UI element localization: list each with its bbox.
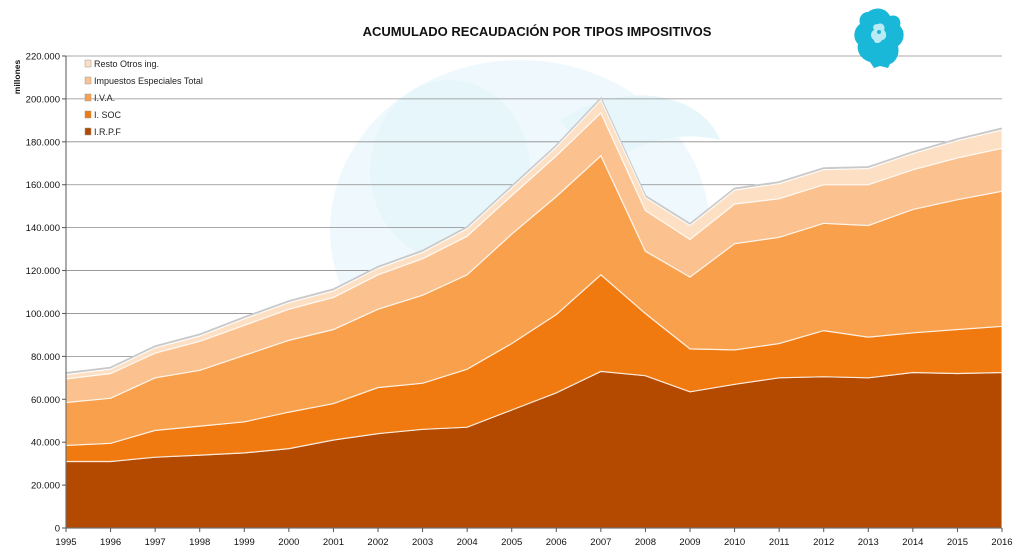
x-tick-label: 1997 [145, 537, 166, 548]
x-tick-label: 1998 [189, 537, 210, 548]
x-tick-label: 2014 [902, 537, 923, 548]
y-tick-label: 120.000 [26, 266, 60, 277]
area-shadow [65, 96, 1003, 375]
legend-item: Resto Otros ing. [84, 59, 159, 69]
legend-item: I.R.P.F [84, 127, 121, 137]
y-tick-label: 180.000 [26, 137, 60, 148]
x-tick-label: 2004 [457, 537, 478, 548]
x-tick-label: 1996 [100, 537, 121, 548]
y-tick-label: 60.000 [31, 395, 60, 406]
legend-swatch [84, 110, 92, 119]
chart-title: ACUMULADO RECAUDACIÓN POR TIPOS IMPOSITI… [363, 24, 712, 39]
axes [62, 55, 1003, 532]
legend-label: I.R.P.F [94, 127, 121, 137]
legend-label: I.V.A. [94, 93, 115, 103]
x-tick-label: 2002 [367, 537, 388, 548]
griffin-logo [854, 8, 904, 68]
legend-swatch [84, 93, 92, 102]
y-tick-label: 220.000 [26, 52, 60, 63]
x-tick-label: 2015 [947, 537, 968, 548]
x-tick-label: 2009 [679, 537, 700, 548]
series-areas [65, 96, 1003, 529]
x-tick-label: 2005 [501, 537, 522, 548]
x-tick-label: 1995 [55, 537, 76, 548]
legend-item: I.V.A. [84, 93, 115, 103]
x-tick-label: 2013 [858, 537, 879, 548]
legend-swatch [84, 59, 92, 68]
legend-swatch [84, 127, 92, 136]
legend-item: Impuestos Especiales Total [84, 76, 203, 86]
legend-item: I. SOC [84, 110, 122, 120]
x-tick-label: 2010 [724, 537, 745, 548]
legend-label: Resto Otros ing. [94, 59, 159, 69]
x-tick-labels: 1995 1996 1997 1998 1999 2000 2001 2002 2003 2004… [55, 537, 1012, 548]
legend-label: I. SOC [94, 110, 122, 120]
x-tick-label: 2016 [991, 537, 1012, 548]
x-tick-label: 2001 [323, 537, 344, 548]
y-tick-label: 20.000 [31, 481, 60, 492]
y-tick-label: 140.000 [26, 223, 60, 234]
x-tick-label: 2011 [769, 537, 789, 548]
y-tick-label: 160.000 [26, 180, 60, 191]
x-tick-label: 2000 [278, 537, 299, 548]
legend-swatch [84, 76, 92, 85]
y-tick-label: 100.000 [26, 309, 60, 320]
y-axis-label: millones [12, 59, 22, 94]
area-series-4 [65, 98, 1003, 380]
x-tick-label: 2012 [813, 537, 834, 548]
area-top-edge [65, 96, 1003, 375]
y-tick-label: 200.000 [26, 94, 60, 105]
y-tick-label: 40.000 [31, 438, 60, 449]
y-tick-label: 80.000 [31, 352, 60, 363]
y-tick-label: 0 [55, 524, 60, 535]
x-tick-label: 1999 [234, 537, 255, 548]
legend-label: Impuestos Especiales Total [94, 76, 203, 86]
x-tick-label: 2003 [412, 537, 433, 548]
x-tick-label: 2006 [546, 537, 567, 548]
x-tick-label: 2007 [590, 537, 611, 548]
x-tick-label: 2008 [635, 537, 656, 548]
y-tick-labels: 0 20.000 40.000 60.000 80.000 100.000 120.000 1… [26, 52, 60, 535]
legend: Resto Otros ing. Impuestos Especiales Tot… [84, 59, 203, 137]
